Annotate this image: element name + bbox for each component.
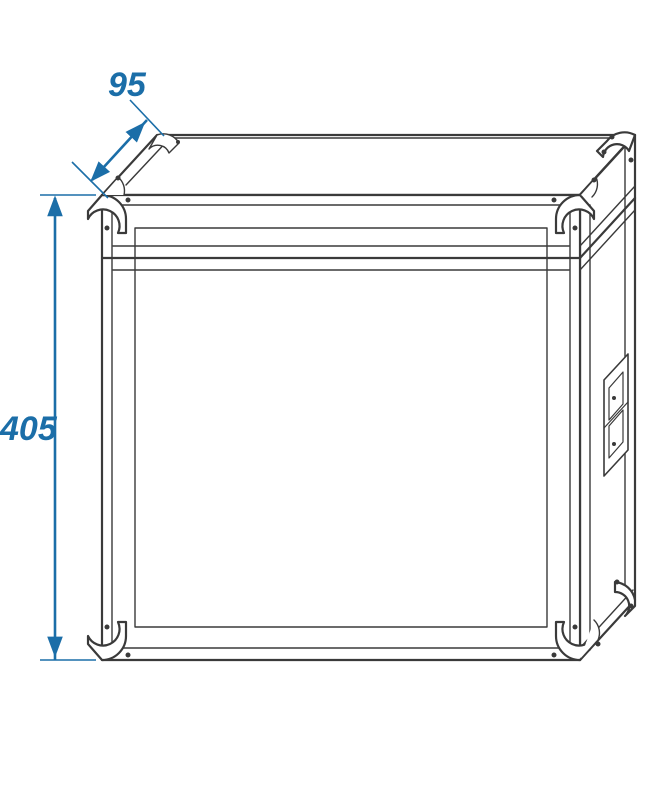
dimension-depth-label: 95 <box>108 66 146 105</box>
diagram-svg <box>0 0 650 794</box>
drawing-canvas: 95 405 <box>0 0 650 794</box>
case-drawing <box>88 132 635 660</box>
dimension-height-label: 405 <box>0 410 57 449</box>
